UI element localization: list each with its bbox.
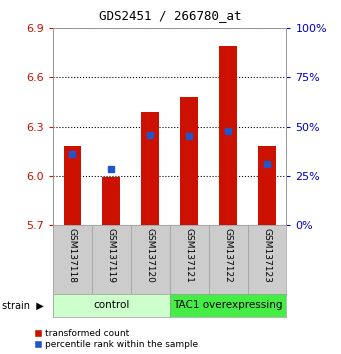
Text: GSM137120: GSM137120 [146,228,155,283]
Text: GDS2451 / 266780_at: GDS2451 / 266780_at [99,9,242,22]
Bar [258,146,276,225]
Text: control: control [93,300,130,310]
Bar [142,112,159,225]
Bar [63,146,81,225]
Text: GSM137122: GSM137122 [224,228,233,283]
Text: strain  ▶: strain ▶ [2,300,43,310]
Text: TAC1 overexpressing: TAC1 overexpressing [173,300,283,310]
Text: GSM137121: GSM137121 [184,228,194,283]
Text: GSM137123: GSM137123 [263,228,271,283]
Legend: transformed count, percentile rank within the sample: transformed count, percentile rank withi… [35,329,198,349]
Text: GSM137119: GSM137119 [107,228,116,283]
Bar [180,97,198,225]
Bar [103,177,120,225]
Text: GSM137118: GSM137118 [68,228,77,283]
Bar [219,46,237,225]
